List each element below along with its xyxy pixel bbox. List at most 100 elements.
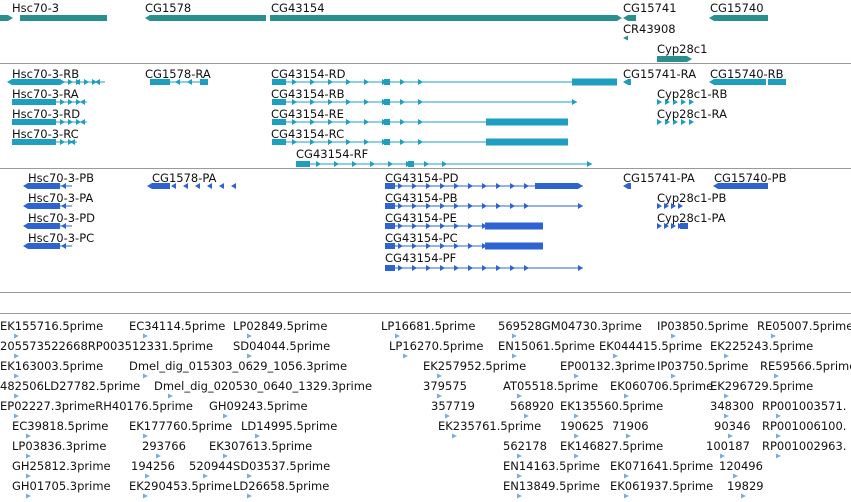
est-feature-glyph[interactable] (26, 433, 31, 439)
exon-block[interactable] (385, 265, 395, 271)
transcript-label[interactable]: Cyp28c1-RB (657, 87, 728, 101)
strand-arrow[interactable] (426, 265, 431, 271)
strand-arrow[interactable] (678, 203, 683, 209)
exon-block[interactable] (272, 139, 286, 145)
est-label[interactable]: 90346 (714, 419, 751, 433)
est-feature-glyph[interactable] (774, 373, 779, 379)
exon-block[interactable] (628, 79, 631, 85)
strand-arrow[interactable] (388, 161, 393, 167)
strand-arrow[interactable] (76, 99, 81, 105)
transcript-label[interactable]: CG1578-RA (145, 67, 211, 81)
strand-arrow[interactable] (412, 203, 417, 209)
est-feature-glyph[interactable] (145, 473, 150, 479)
est-feature-glyph[interactable] (247, 473, 252, 479)
strand-arrow[interactable] (328, 79, 333, 85)
exon-block[interactable] (385, 223, 395, 229)
strand-arrow[interactable] (687, 56, 692, 62)
transcript-label[interactable]: CG43154-RF (296, 147, 369, 161)
exon-block[interactable] (272, 119, 286, 125)
strand-arrow[interactable] (665, 99, 670, 105)
exon-block[interactable] (408, 161, 414, 167)
exon-block[interactable] (150, 79, 170, 85)
strand-arrow[interactable] (440, 243, 445, 249)
exon-block[interactable] (628, 183, 631, 189)
strand-arrow[interactable] (70, 139, 75, 145)
est-feature-glyph[interactable] (395, 333, 400, 339)
exon-block[interactable] (657, 56, 687, 62)
est-label[interactable]: EK044415.5prime (599, 339, 703, 353)
exon-block[interactable] (20, 15, 107, 21)
strand-arrow[interactable] (623, 35, 628, 41)
strand-arrow[interactable] (60, 119, 65, 125)
strand-arrow[interactable] (524, 203, 529, 209)
strand-arrow[interactable] (510, 265, 515, 271)
est-feature-glyph[interactable] (574, 433, 579, 439)
gene-label-cg15740[interactable]: CG15740 (710, 1, 764, 15)
strand-arrow[interactable] (145, 15, 150, 21)
est-label[interactable]: LP03836.3prime (12, 439, 107, 453)
exon-block[interactable] (28, 183, 60, 189)
transcript-label[interactable]: CG43154-RD (271, 67, 346, 81)
strand-arrow[interactable] (61, 223, 66, 229)
strand-arrow[interactable] (187, 79, 192, 85)
strand-arrow[interactable] (292, 79, 297, 85)
protein-label[interactable]: CG15741-PA (623, 171, 695, 185)
gene-label-cr43908[interactable]: CR43908 (623, 22, 676, 36)
est-feature-glyph[interactable] (14, 413, 19, 419)
est-feature-glyph[interactable] (776, 453, 781, 459)
strand-arrow[interactable] (183, 183, 188, 189)
strand-arrow[interactable] (454, 203, 459, 209)
strand-arrow[interactable] (147, 183, 152, 189)
exon-block[interactable] (384, 139, 390, 145)
est-label[interactable]: LD14995.5prime (241, 419, 338, 433)
gene-label-cg15741[interactable]: CG15741 (623, 1, 677, 15)
strand-arrow[interactable] (657, 119, 662, 125)
exon-block[interactable] (486, 138, 568, 146)
est-feature-glyph[interactable] (437, 373, 442, 379)
est-feature-glyph[interactable] (624, 493, 629, 499)
strand-arrow[interactable] (400, 119, 405, 125)
strand-arrow[interactable] (412, 183, 417, 189)
strand-arrow[interactable] (623, 183, 628, 189)
strand-arrow[interactable] (195, 183, 200, 189)
exon-block[interactable] (272, 99, 286, 105)
exon-block[interactable] (714, 79, 766, 85)
strand-arrow[interactable] (364, 139, 369, 145)
strand-arrow[interactable] (468, 183, 473, 189)
est-label[interactable]: 120496 (719, 459, 763, 473)
strand-arrow[interactable] (468, 265, 473, 271)
strand-arrow[interactable] (617, 15, 622, 21)
strand-arrow[interactable] (398, 265, 403, 271)
est-label[interactable]: LP16270.5prime (389, 339, 484, 353)
est-feature-glyph[interactable] (771, 333, 776, 339)
strand-arrow[interactable] (400, 139, 405, 145)
strand-arrow[interactable] (538, 243, 543, 249)
strand-arrow[interactable] (426, 223, 431, 229)
strand-arrow[interactable] (623, 15, 628, 21)
est-feature-glyph[interactable] (724, 393, 729, 399)
strand-arrow[interactable] (292, 119, 297, 125)
exon-block[interactable] (385, 243, 395, 249)
strand-arrow[interactable] (364, 119, 369, 125)
est-feature-glyph[interactable] (203, 473, 208, 479)
est-feature-glyph[interactable] (403, 353, 408, 359)
est-feature-glyph[interactable] (143, 493, 148, 499)
strand-arrow[interactable] (95, 79, 100, 85)
est-label[interactable]: 568920 (510, 399, 554, 413)
est-label[interactable]: EC39818.5prime (12, 419, 109, 433)
est-feature-glyph[interactable] (574, 453, 579, 459)
strand-arrow[interactable] (538, 223, 543, 229)
est-feature-glyph[interactable] (14, 373, 19, 379)
strand-arrow[interactable] (207, 183, 212, 189)
est-label[interactable]: EN15061.5prime (498, 339, 595, 353)
est-label[interactable]: EK257952.5prime (423, 359, 527, 373)
est-label[interactable]: IP03750.5prime (657, 359, 749, 373)
exon-block[interactable] (714, 15, 768, 21)
est-label[interactable]: 194256 (131, 459, 175, 473)
strand-arrow[interactable] (709, 79, 714, 85)
est-feature-glyph[interactable] (445, 413, 450, 419)
strand-arrow[interactable] (310, 119, 315, 125)
est-feature-glyph[interactable] (724, 413, 729, 419)
est-label[interactable]: EN13849.5prime (503, 479, 600, 493)
est-feature-glyph[interactable] (720, 453, 725, 459)
